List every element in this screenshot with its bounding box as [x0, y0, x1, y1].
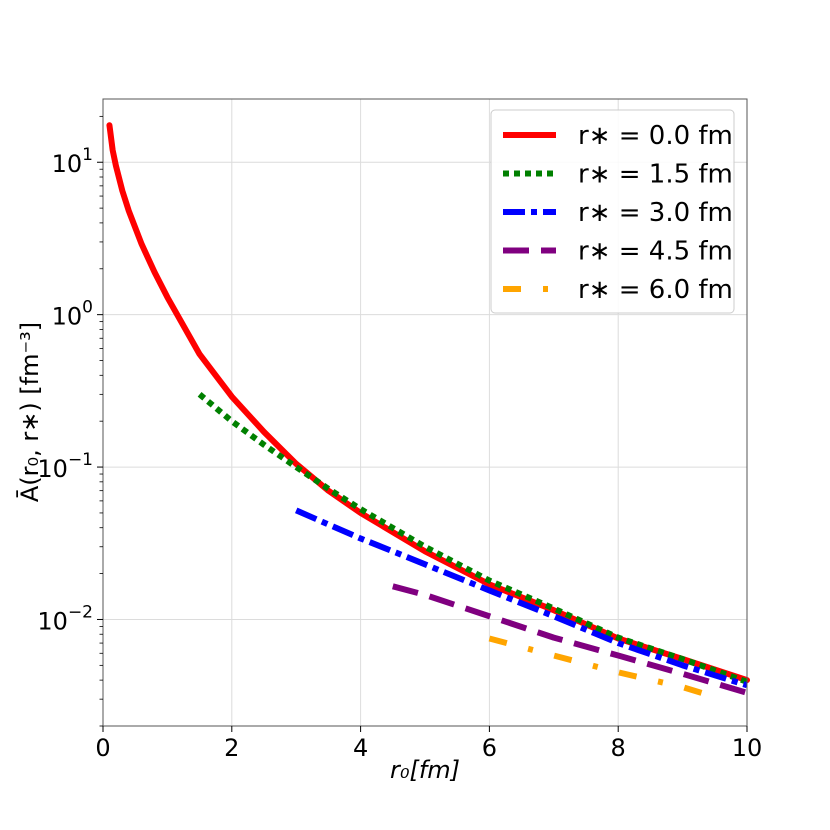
plot-frame: [102, 98, 748, 727]
series-line-3: [294, 507, 748, 689]
legend-label-2: r∗ = 1.5 fm: [578, 160, 733, 190]
y-tick-label: 100: [52, 298, 93, 331]
tick-labels: 0 2 4 6 8 10 101 100 10−1 10−2: [37, 115, 763, 762]
x-tick-label: 0: [95, 734, 110, 762]
y-minor-ticks: [99, 115, 103, 727]
x-tick-label: 4: [353, 734, 368, 762]
y-tick-label: 10−2: [37, 602, 93, 635]
series-lines: [106, 122, 750, 700]
series-line-2: [197, 392, 748, 685]
x-tick-label: 8: [611, 734, 626, 762]
series-line-4: [392, 583, 748, 696]
legend: r∗ = 0.0 fm r∗ = 1.5 fm r∗ = 3.0 fm r∗ = 4.…: [490, 109, 735, 314]
series-line-5: [488, 635, 716, 700]
y-axis-label: Ā(r₀, r∗) [fm⁻³]: [15, 322, 44, 502]
x-axis-label: r₀[fm]: [390, 756, 460, 784]
legend-label-5: r∗ = 6.0 fm: [578, 275, 733, 305]
legend-label-4: r∗ = 4.5 fm: [578, 237, 733, 267]
x-tick-label: 6: [482, 734, 497, 762]
legend-frame: [490, 109, 735, 314]
series-line-1: [106, 122, 750, 684]
legend-label-3: r∗ = 3.0 fm: [578, 198, 733, 228]
x-tick-label: 10: [732, 734, 763, 762]
legend-label-1: r∗ = 0.0 fm: [578, 121, 733, 151]
y-tick-label: 101: [52, 145, 93, 178]
y-tick-label: 10−1: [37, 450, 93, 483]
x-tick-label: 2: [224, 734, 239, 762]
